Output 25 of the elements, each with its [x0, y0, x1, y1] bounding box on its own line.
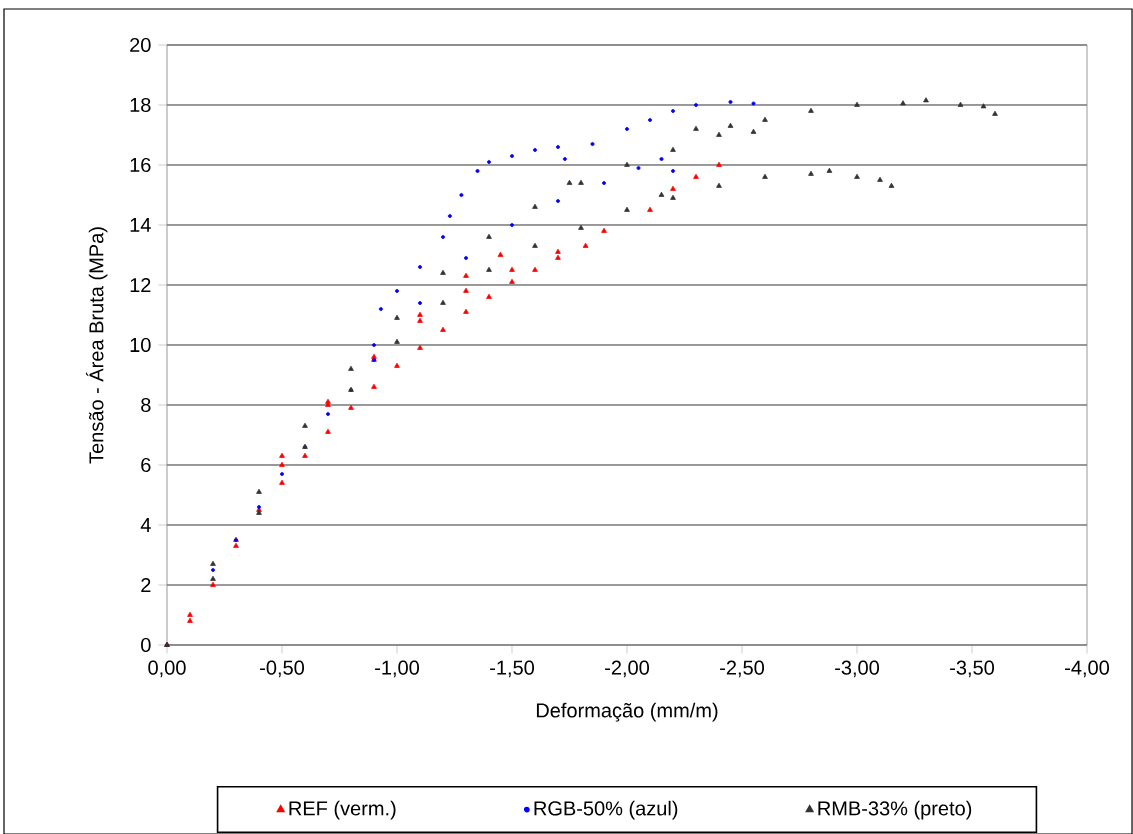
y-tick-label: 8	[141, 397, 151, 413]
x-tick-label: -3,00	[835, 660, 880, 678]
x-tick-label: -1,00	[375, 660, 420, 678]
legend-label: REF (verm.)	[289, 800, 396, 820]
x-tick-label: -1,50	[490, 660, 535, 678]
x-tick-label: -0,50	[260, 660, 305, 678]
legend-label: RMB-33% (preto)	[818, 800, 972, 820]
y-tick-label: 20	[130, 37, 151, 53]
x-tick-label: -2,50	[720, 660, 765, 678]
y-tick-label: 16	[130, 157, 151, 173]
x-axis-title: Deformação (mm/m)	[536, 702, 718, 722]
y-tick-label: 18	[130, 97, 151, 113]
y-tick-label: 2	[141, 578, 151, 592]
x-tick-label: -4,00	[1065, 660, 1110, 678]
y-tick-label: 10	[130, 337, 151, 353]
x-tick-label: 0,00	[148, 660, 186, 678]
x-tick-label: -2,00	[605, 660, 650, 678]
y-tick-label: 14	[130, 218, 151, 232]
legend-label: RGB-50% (azul)	[534, 800, 678, 820]
x-tick-label: -3,50	[950, 660, 995, 678]
y-tick-label: 4	[140, 518, 151, 532]
y-tick-label: 0	[141, 637, 151, 653]
y-tick-label: 6	[141, 457, 151, 473]
y-axis-title: Tensão - Área Bruta (MPa)	[85, 227, 108, 464]
y-tick-label: 12	[130, 278, 151, 292]
